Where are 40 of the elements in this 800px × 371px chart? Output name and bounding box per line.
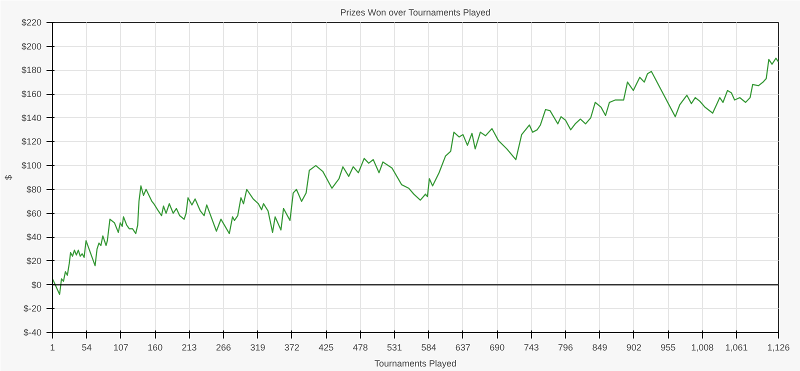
- y-tick-label: $160: [21, 89, 42, 100]
- chart-title: Prizes Won over Tournaments Played: [340, 8, 491, 18]
- y-tick-label: $140: [21, 112, 42, 123]
- x-tick-label: 266: [216, 342, 232, 352]
- y-tick-label: $100: [21, 160, 42, 171]
- x-tick-label: 478: [352, 342, 368, 352]
- x-tick-label: 902: [626, 342, 642, 352]
- x-tick-label: 955: [660, 342, 676, 352]
- y-tick-label: $60: [26, 208, 42, 218]
- y-tick-label: $-20: [23, 304, 42, 314]
- y-tick-label: $180: [21, 65, 42, 76]
- y-tick-label: $80: [26, 184, 42, 194]
- y-tick-label: $20: [26, 256, 42, 266]
- x-tick-label: 319: [250, 342, 266, 352]
- y-tick-label: $120: [21, 136, 42, 147]
- y-tick-label: $0: [31, 280, 42, 290]
- y-tick-label: $200: [21, 41, 42, 52]
- line-series: [52, 58, 778, 295]
- y-tick-label: $220: [21, 18, 42, 28]
- x-tick-label: 690: [490, 342, 505, 352]
- x-tick-label: 213: [182, 342, 197, 352]
- x-tick-label: 54: [82, 342, 92, 352]
- x-tick-label: 1,126: [767, 342, 790, 352]
- x-tick-label: 584: [421, 342, 436, 352]
- x-tick-label: 531: [387, 342, 402, 352]
- y-tick-label: $40: [26, 232, 42, 242]
- x-tick-label: 1: [50, 342, 56, 352]
- x-tick-label: 849: [592, 342, 608, 352]
- x-tick-label: 372: [284, 342, 300, 352]
- x-tick-label: 425: [318, 342, 334, 352]
- x-tick-label: 160: [148, 342, 163, 352]
- x-tick-label: 743: [524, 342, 539, 352]
- x-tick-label: 107: [113, 342, 128, 352]
- x-tick-label: 1,008: [691, 342, 714, 352]
- x-tick-label: 1,061: [725, 342, 748, 352]
- x-tick-label: 796: [558, 342, 574, 352]
- y-axis-title: $: [3, 174, 14, 180]
- x-tick-label: 637: [455, 342, 470, 352]
- y-tick-label: $-40: [23, 328, 42, 338]
- x-axis-title: Tournaments Played: [374, 358, 457, 368]
